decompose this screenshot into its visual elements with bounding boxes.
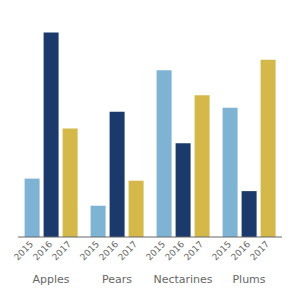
svg-text:2017: 2017	[182, 239, 205, 262]
svg-text:2016: 2016	[163, 239, 186, 262]
svg-text:2015: 2015	[78, 239, 101, 262]
svg-text:2015: 2015	[12, 239, 35, 262]
svg-text:2015: 2015	[210, 239, 233, 262]
svg-text:2015: 2015	[144, 239, 167, 262]
svg-text:2016: 2016	[31, 239, 54, 262]
svg-text:2017: 2017	[116, 239, 139, 262]
svg-text:Plums: Plums	[232, 273, 265, 286]
svg-text:Apples: Apples	[32, 273, 69, 286]
svg-text:2017: 2017	[50, 239, 73, 262]
svg-text:2017: 2017	[248, 239, 271, 262]
svg-text:Pears: Pears	[102, 273, 132, 286]
svg-text:2016: 2016	[229, 239, 252, 262]
svg-text:2016: 2016	[97, 239, 120, 262]
svg-text:Nectarines: Nectarines	[153, 273, 212, 286]
